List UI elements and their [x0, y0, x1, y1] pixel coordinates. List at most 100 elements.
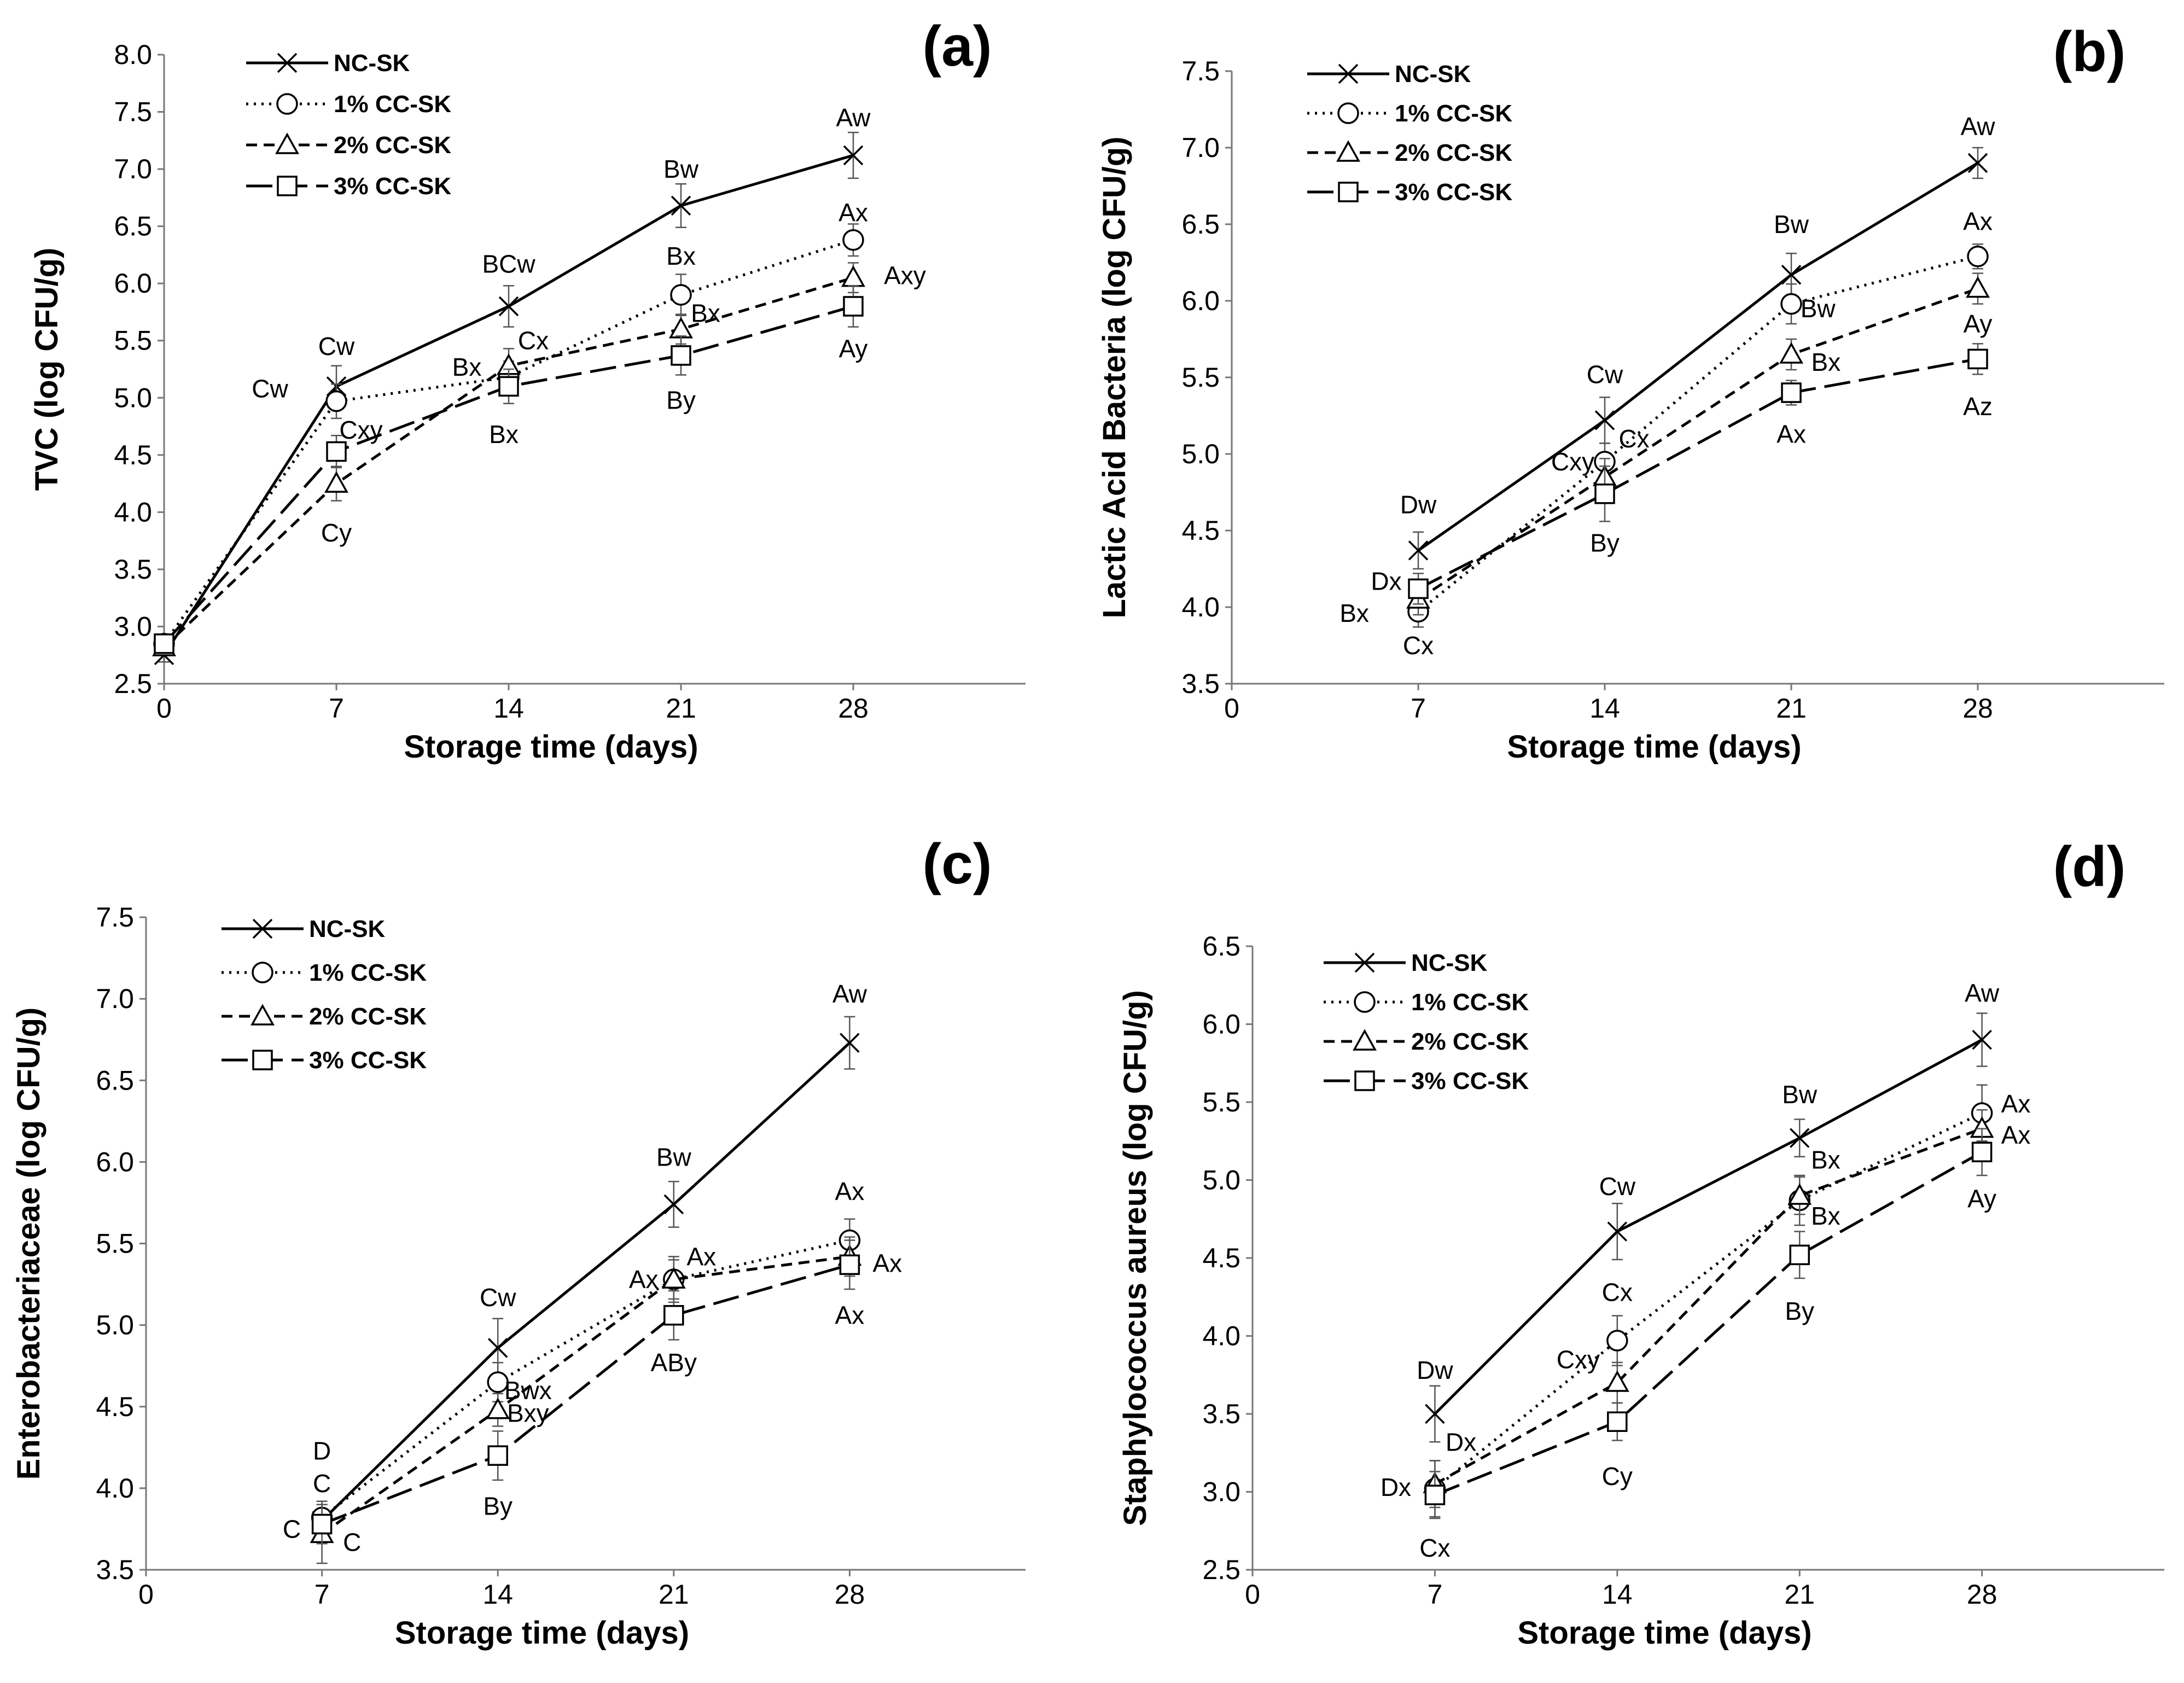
series-2 — [1407, 243, 1989, 628]
data-point — [326, 441, 347, 462]
y-tick-label: 4.0 — [1181, 592, 1220, 622]
legend-label: 2% CC-SK — [334, 132, 451, 159]
legend-item: 1% CC-SK — [1324, 989, 1529, 1016]
legend-label: 1% CC-SK — [309, 959, 427, 986]
data-point — [1967, 153, 1988, 173]
chart-panel-2: 3.5 4.0 4.5 5.0 5.5 6.0 6.5 7.0 7.5 0 7 14 21 28 Stora… — [1097, 20, 2164, 765]
significance-label: Cx — [1618, 424, 1649, 453]
legend-item: 3% CC-SK — [246, 173, 451, 200]
significance-label: Dx — [1446, 1428, 1476, 1456]
legend-marker — [252, 918, 273, 939]
legend-label: 2% CC-SK — [1411, 1028, 1529, 1055]
significance-label: Dw — [1417, 1356, 1453, 1384]
significance-label: Bx — [1811, 348, 1841, 376]
legend-marker — [251, 1004, 275, 1026]
data-point — [487, 1371, 509, 1393]
data-point — [154, 633, 174, 654]
data-point — [1408, 540, 1429, 561]
data-point — [1781, 382, 1802, 403]
data-point — [1779, 342, 1803, 364]
series-2 — [1424, 1084, 1993, 1518]
y-tick-label: 7.0 — [1181, 132, 1220, 163]
series-4 — [154, 285, 864, 654]
chart-panel-1: 2.5 3.0 3.5 4.0 4.5 5.0 5.5 6.0 6.5 7.0 7.5 8.0 0 7 14… — [29, 15, 1026, 765]
legend-label: NC-SK — [1411, 950, 1488, 976]
y-axis-title: Enterobacteriaceae (log CFU/g) — [11, 1008, 46, 1480]
data-point — [669, 317, 693, 339]
legend-marker — [1354, 1070, 1375, 1091]
legend-item: 1% CC-SK — [1307, 100, 1512, 127]
data-point — [498, 296, 519, 317]
data-point — [1408, 578, 1429, 599]
y-tick-label: 3.5 — [1202, 1399, 1240, 1429]
significance-label: By — [1785, 1297, 1814, 1325]
legend-item: 2% CC-SK — [1307, 139, 1512, 166]
legend-item: 2% CC-SK — [1324, 1028, 1529, 1055]
series-line — [321, 1041, 851, 1522]
legend-item: NC-SK — [1324, 950, 1488, 976]
significance-label: ABy — [651, 1348, 697, 1377]
data-point — [486, 1397, 510, 1419]
legend-label: 3% CC-SK — [309, 1047, 427, 1074]
x-tick-label: 0 — [156, 693, 172, 724]
legend-item: NC-SK — [1307, 61, 1471, 88]
data-point — [840, 1033, 860, 1053]
significance-label: Ax — [686, 1242, 716, 1271]
data-point — [325, 390, 347, 412]
significance-label: Bx — [452, 353, 482, 381]
significance-label: Bwx — [504, 1376, 552, 1405]
legend-item: 1% CC-SK — [246, 91, 451, 118]
y-tick-label: 6.5 — [96, 1065, 134, 1096]
data-point — [498, 376, 519, 397]
significance-label: Cw — [480, 1283, 516, 1312]
data-point — [1787, 1183, 1812, 1205]
y-tick-label: 6.0 — [114, 268, 152, 299]
x-tick-label: 14 — [493, 693, 524, 724]
series-1 — [1425, 1012, 1992, 1443]
significance-label: Cx — [1602, 1278, 1633, 1307]
series-line — [1434, 1151, 1983, 1496]
legend-item: NC-SK — [246, 50, 410, 77]
series-line — [1417, 357, 1978, 590]
y-tick-label: 7.5 — [96, 902, 134, 933]
series-4 — [311, 1239, 860, 1545]
x-axis-title: Storage time (days) — [404, 729, 698, 765]
y-tick-label: 4.0 — [1202, 1321, 1240, 1352]
y-axis-title: Lactic Acid Bacteria (log CFU/g) — [1097, 137, 1132, 619]
panel-label: (c) — [922, 832, 992, 896]
y-tick-label: 7.0 — [96, 983, 134, 1014]
y-tick-label: 7.5 — [114, 97, 152, 127]
legend-item: 1% CC-SK — [222, 959, 427, 986]
significance-label: Cy — [321, 519, 352, 547]
significance-label: Aw — [836, 103, 871, 132]
series-3 — [310, 1236, 862, 1564]
legend: NC-SK 1% CC-SK 2% CC-SK 3% CC-SK — [1324, 950, 1529, 1094]
data-point — [1789, 1244, 1810, 1266]
legend-label: NC-SK — [334, 50, 410, 77]
significance-label: Axy — [884, 261, 926, 290]
series-line — [1434, 1038, 1983, 1415]
legend-marker — [1338, 182, 1359, 202]
legend-marker — [1336, 140, 1360, 162]
x-tick-label: 7 — [329, 693, 344, 724]
significance-label: Cxy — [1557, 1345, 1600, 1373]
significance-label: Bx — [666, 242, 696, 270]
legend-label: NC-SK — [309, 916, 386, 942]
y-tick-label: 4.5 — [96, 1391, 134, 1422]
legend-marker — [1338, 63, 1359, 84]
y-tick-label: 6.5 — [114, 211, 152, 242]
significance-label: Bx — [489, 420, 519, 449]
significance-label: Cy — [1602, 1462, 1633, 1490]
significance-label: Cx — [1403, 631, 1434, 660]
significance-label: Bxy — [507, 1399, 549, 1428]
legend-label: NC-SK — [1395, 61, 1471, 88]
significance-label: Ax — [835, 1301, 865, 1330]
x-tick-label: 28 — [838, 693, 869, 724]
y-tick-label: 7.5 — [1181, 56, 1220, 86]
panel-label: (b) — [2053, 20, 2126, 84]
y-tick-label: 3.0 — [1202, 1477, 1240, 1507]
data-point — [1972, 1029, 1992, 1050]
data-point — [1781, 265, 1802, 285]
significance-label: Bw — [1782, 1080, 1818, 1109]
legend-label: 1% CC-SK — [334, 91, 451, 118]
